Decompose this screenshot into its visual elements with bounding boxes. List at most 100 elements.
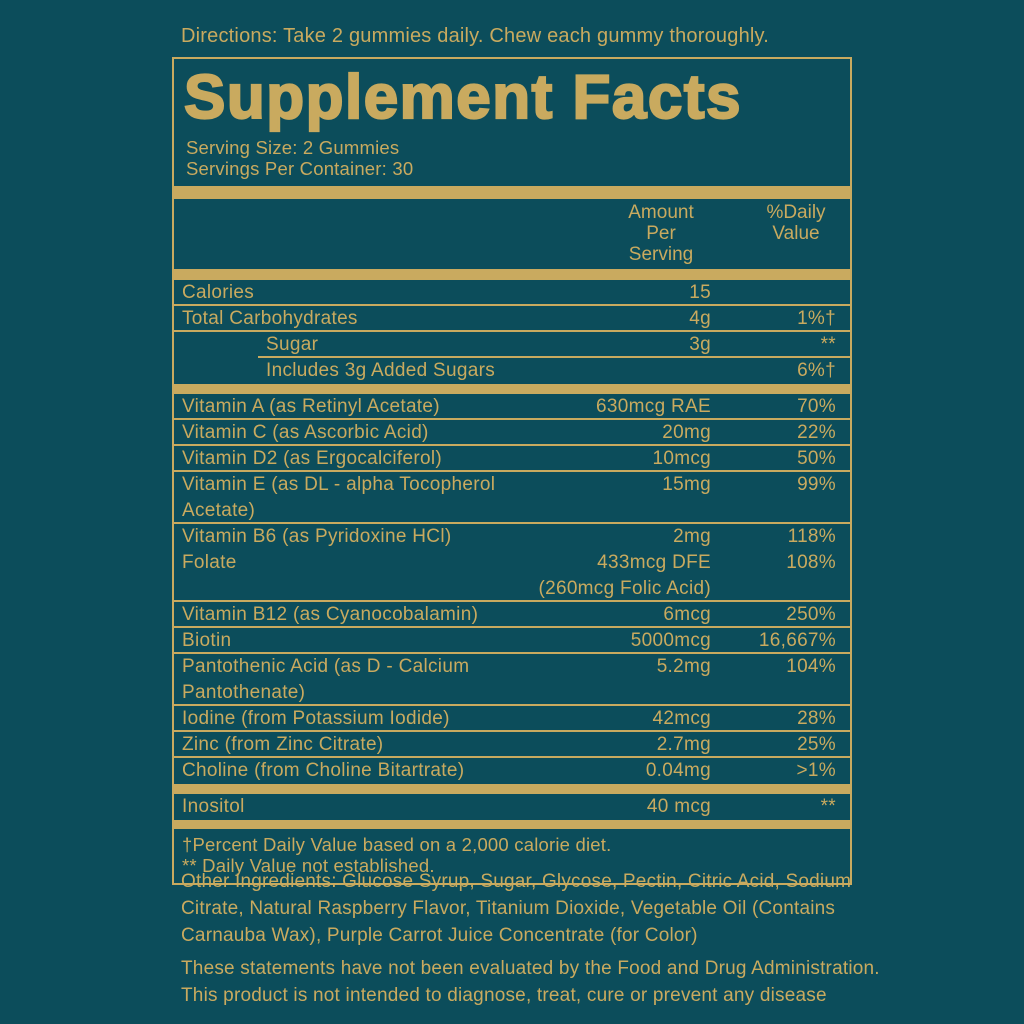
amount-header-line2: Serving <box>628 244 694 265</box>
thick-divider-bar <box>174 269 850 280</box>
amount-cell: 2mg <box>673 526 711 547</box>
nutrient-name: Zinc (from Zinc Citrate) <box>182 734 384 755</box>
table-row-choline: Choline (from Choline Bitartrate) 0.04mg… <box>174 758 850 784</box>
nutrient-name: Vitamin B12 (as Cyanocobalamin) <box>182 604 479 625</box>
amount-cell: 2.7mg <box>656 734 711 755</box>
nutrient-name: Biotin <box>182 630 232 651</box>
nutrient-name: Folate <box>182 552 237 573</box>
table-row-added-sugars: Includes 3g Added Sugars 6%† <box>258 358 850 384</box>
thick-divider-bar <box>174 186 850 199</box>
directions-text: Directions: Take 2 gummies daily. Chew e… <box>181 25 770 47</box>
amount-header-line1: Amount Per <box>628 202 694 244</box>
table-row-biotin: Biotin 5000mcg 16,667% <box>174 628 850 654</box>
table-row-vitamin-e: Vitamin E (as DL - alpha Tocopherol Acet… <box>174 472 850 524</box>
nutrient-name: Inositol <box>182 796 245 817</box>
dv-cell: 22% <box>797 422 836 443</box>
amount-cell: (260mcg Folic Acid) <box>538 578 711 599</box>
footnote-daily-value: †Percent Daily Value based on a 2,000 ca… <box>182 834 612 855</box>
nutrient-name: Calories <box>182 282 255 303</box>
table-row-vitamin-b6: Vitamin B6 (as Pyridoxine HCl) 2mg 118% <box>174 524 850 550</box>
servings-per-container: Servings Per Container: 30 <box>186 158 414 179</box>
nutrient-name-line1: Vitamin E (as DL - alpha Tocopherol <box>182 474 496 495</box>
table-row-vitamin-d2: Vitamin D2 (as Ergocalciferol) 10mcg 50% <box>174 446 850 472</box>
dv-cell: 99% <box>797 474 836 495</box>
other-ingredients-line2: Citrate, Natural Raspberry Flavor, Titan… <box>181 898 836 919</box>
amount-cell: 15 <box>689 282 711 303</box>
nutrient-name: Iodine (from Potassium Iodide) <box>182 708 450 729</box>
footnotes: †Percent Daily Value based on a 2,000 ca… <box>174 829 850 883</box>
table-row-folate: Folate 433mcg DFE 108% <box>174 550 850 576</box>
table-row-total-carbohydrates: Total Carbohydrates 4g 1%† <box>174 306 850 332</box>
dv-header-line1: %Daily <box>766 202 826 223</box>
amount-per-serving-header: Amount Per Serving <box>521 202 711 265</box>
nutrient-name: Vitamin D2 (as Ergocalciferol) <box>182 448 442 469</box>
nutrient-name-line2: Acetate) <box>182 500 256 521</box>
table-row-zinc: Zinc (from Zinc Citrate) 2.7mg 25% <box>174 732 850 758</box>
amount-cell: 0.04mg <box>645 760 711 781</box>
amount-cell: 5000mcg <box>630 630 711 651</box>
table-row-folic-acid: (260mcg Folic Acid) <box>174 576 850 602</box>
nutrient-name: Includes 3g Added Sugars <box>266 360 496 381</box>
fda-disclaimer-line2: This product is not intended to diagnose… <box>181 985 827 1006</box>
dv-cell: 70% <box>797 396 836 417</box>
serving-info: Serving Size: 2 Gummies Servings Per Con… <box>186 137 850 179</box>
nutrient-name: Choline (from Choline Bitartrate) <box>182 760 465 781</box>
dv-cell: 250% <box>786 604 836 625</box>
amount-cell: 630mcg RAE <box>596 396 711 417</box>
amount-cell: 433mcg DFE <box>597 552 711 573</box>
nutrient-name: Vitamin C (as Ascorbic Acid) <box>182 422 429 443</box>
dv-cell: ** <box>820 796 836 817</box>
nutrient-name: Total Carbohydrates <box>182 308 358 329</box>
nutrient-name: Sugar <box>266 334 319 355</box>
amount-cell: 20mg <box>662 422 711 443</box>
amount-cell: 15mg <box>662 474 711 495</box>
dv-cell: 104% <box>786 656 836 677</box>
thick-divider-bar <box>174 820 850 829</box>
table-row-inositol: Inositol 40 mcg ** <box>174 794 850 820</box>
amount-cell: 5.2mg <box>656 656 711 677</box>
nutrient-name-line2: Pantothenate) <box>182 682 306 703</box>
amount-cell: 3g <box>689 334 711 355</box>
table-row-vitamin-a: Vitamin A (as Retinyl Acetate) 630mcg RA… <box>174 394 850 420</box>
dv-cell: 28% <box>797 708 836 729</box>
daily-value-header: %Daily Value <box>711 202 836 244</box>
supplement-facts-panel: Supplement Facts Serving Size: 2 Gummies… <box>172 57 852 885</box>
nutrient-name: Pantothenic Acid (as D - Calcium Pantoth… <box>182 654 521 706</box>
thick-divider-bar <box>174 784 850 794</box>
dv-cell: >1% <box>796 760 836 781</box>
footnote-not-established: ** Daily Value not established. <box>182 855 435 876</box>
table-row-iodine: Iodine (from Potassium Iodide) 42mcg 28% <box>174 706 850 732</box>
other-ingredients-line1: Other Ingredients: Glucose Syrup, Sugar,… <box>181 871 852 892</box>
table-row-calories: Calories 15 <box>174 280 850 306</box>
table-row-vitamin-c: Vitamin C (as Ascorbic Acid) 20mg 22% <box>174 420 850 446</box>
dv-cell: 6%† <box>797 360 836 381</box>
amount-cell: 4g <box>689 308 711 329</box>
fda-disclaimer-line1: These statements have not been evaluated… <box>181 958 880 979</box>
dv-cell: ** <box>820 334 836 355</box>
other-ingredients-line3: Carnauba Wax), Purple Carrot Juice Conce… <box>181 925 698 946</box>
nutrient-name: Vitamin B6 (as Pyridoxine HCl) <box>182 526 452 547</box>
nutrient-name: Vitamin E (as DL - alpha Tocopherol Acet… <box>182 472 521 524</box>
amount-cell: 40 mcg <box>646 796 711 817</box>
nutrient-name: Vitamin A (as Retinyl Acetate) <box>182 396 440 417</box>
other-ingredients: Other Ingredients: Glucose Syrup, Sugar,… <box>181 868 881 949</box>
dv-header-line2: Value <box>772 223 820 244</box>
table-row-pantothenic-acid: Pantothenic Acid (as D - Calcium Pantoth… <box>174 654 850 706</box>
dv-cell: 25% <box>797 734 836 755</box>
thick-divider-bar <box>174 384 850 394</box>
table-header-row: Amount Per Serving %Daily Value <box>174 199 850 269</box>
serving-size: Serving Size: 2 Gummies <box>186 137 400 158</box>
nutrient-name-line1: Pantothenic Acid (as D - Calcium <box>182 656 470 677</box>
dv-cell: 118% <box>787 526 836 547</box>
dv-cell: 16,667% <box>758 630 836 651</box>
table-row-vitamin-b12: Vitamin B12 (as Cyanocobalamin) 6mcg 250… <box>174 602 850 628</box>
fda-disclaimer: These statements have not been evaluated… <box>181 955 891 1009</box>
dv-cell: 108% <box>786 552 836 573</box>
panel-title: Supplement Facts <box>183 63 742 132</box>
amount-cell: 42mcg <box>652 708 711 729</box>
table-row-sugar: Sugar 3g ** <box>258 332 850 358</box>
amount-cell: 6mcg <box>663 604 711 625</box>
amount-cell: 10mcg <box>652 448 711 469</box>
dv-cell: 1%† <box>797 308 836 329</box>
